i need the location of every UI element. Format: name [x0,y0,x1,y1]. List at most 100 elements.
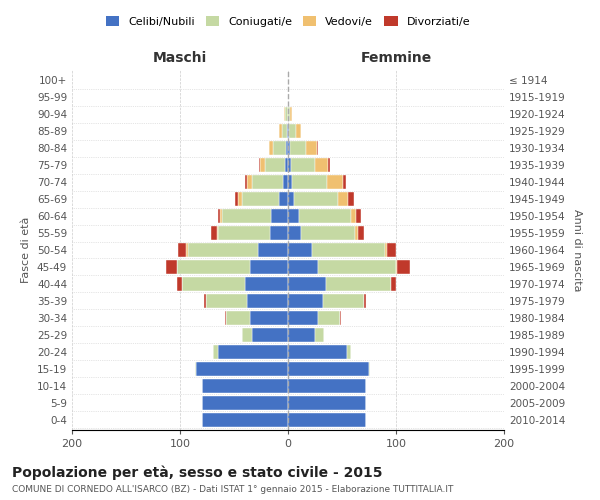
Bar [318,310,340,325]
Bar [364,294,366,308]
Text: COMUNE DI CORNEDO ALL'ISARCO (BZ) - Dati ISTAT 1° gennaio 2015 - Elaborazione TU: COMUNE DI CORNEDO ALL'ISARCO (BZ) - Dati… [12,485,454,494]
Bar [288,396,366,410]
Bar [280,192,288,206]
Bar [269,226,288,240]
Bar [296,124,301,138]
Bar [343,175,346,190]
Y-axis label: Fasce di età: Fasce di età [22,217,31,283]
Bar [235,192,238,206]
Bar [288,362,369,376]
Bar [286,141,288,156]
Bar [299,209,350,224]
Bar [177,260,250,274]
Bar [396,260,397,274]
Bar [288,344,347,359]
Bar [284,107,285,122]
Bar [288,175,292,190]
Bar [245,175,247,190]
Bar [288,260,318,274]
Bar [188,243,258,257]
Bar [288,141,290,156]
Bar [288,243,312,257]
Bar [289,124,296,138]
Bar [242,328,253,342]
Bar [177,276,182,291]
Bar [242,192,280,206]
Bar [253,328,288,342]
Bar [391,276,396,291]
Bar [214,344,218,359]
Bar [178,243,187,257]
Bar [269,141,273,156]
Bar [288,276,326,291]
Bar [290,141,307,156]
Bar [187,243,188,257]
Bar [318,260,396,274]
Bar [253,175,283,190]
Bar [285,158,288,172]
Text: Femmine: Femmine [361,51,431,65]
Y-axis label: Anni di nascita: Anni di nascita [572,209,582,291]
Bar [238,192,242,206]
Bar [288,412,366,427]
Bar [218,226,269,240]
Bar [317,141,318,156]
Bar [369,362,370,376]
Bar [288,124,289,138]
Bar [315,328,323,342]
Bar [292,175,327,190]
Bar [271,209,288,224]
Bar [250,310,288,325]
Bar [288,310,318,325]
Bar [283,175,288,190]
Bar [328,158,330,172]
Bar [288,209,299,224]
Bar [202,396,288,410]
Bar [202,378,288,393]
Bar [323,294,364,308]
Bar [182,276,245,291]
Bar [280,124,281,138]
Bar [288,294,323,308]
Bar [326,276,391,291]
Bar [218,344,288,359]
Bar [288,328,315,342]
Bar [358,226,364,240]
Bar [327,175,343,190]
Bar [245,276,288,291]
Bar [388,243,396,257]
Bar [259,158,260,172]
Bar [301,226,355,240]
Bar [397,260,410,274]
Text: Maschi: Maschi [153,51,207,65]
Bar [338,192,349,206]
Bar [315,158,328,172]
Bar [288,192,295,206]
Bar [196,362,288,376]
Text: Popolazione per età, sesso e stato civile - 2015: Popolazione per età, sesso e stato civil… [12,465,383,479]
Bar [265,158,285,172]
Bar [260,158,265,172]
Bar [340,310,341,325]
Bar [281,124,287,138]
Bar [291,158,315,172]
Bar [307,141,317,156]
Bar [220,209,222,224]
Bar [295,192,338,206]
Bar [202,412,288,427]
Bar [226,310,250,325]
Bar [350,209,356,224]
Bar [250,260,288,274]
Bar [195,362,196,376]
Bar [247,175,253,190]
Bar [166,260,177,274]
Legend: Celibi/Nubili, Coniugati/e, Vedovi/e, Divorziati/e: Celibi/Nubili, Coniugati/e, Vedovi/e, Di… [100,11,476,32]
Bar [288,107,290,122]
Bar [356,209,361,224]
Bar [287,124,288,138]
Bar [247,294,288,308]
Bar [288,158,291,172]
Bar [204,294,206,308]
Bar [288,378,366,393]
Bar [222,209,271,224]
